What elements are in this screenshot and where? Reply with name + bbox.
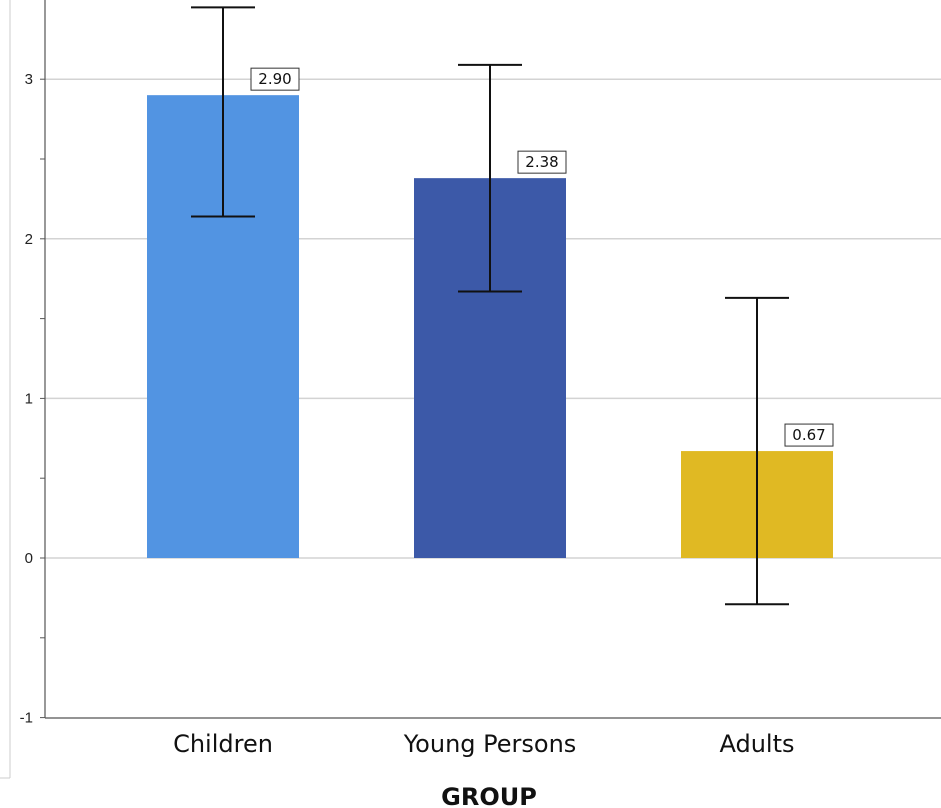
error-bars: [191, 6, 789, 606]
y-tick-label: 2: [25, 231, 33, 248]
data-label-box: [784, 423, 834, 447]
data-label-box: [517, 150, 567, 174]
data-label: 0.67: [792, 426, 825, 444]
x-axis-title: GROUP: [441, 783, 537, 808]
data-labels: 2.90 2.38 0.67: [250, 67, 834, 447]
data-label: 2.38: [525, 153, 558, 171]
data-label: 2.90: [258, 70, 291, 88]
y-axis-ticks: -1 0 1 2 3: [20, 71, 45, 727]
x-tick-label: Adults: [719, 730, 794, 758]
y-tick-label: 1: [25, 390, 33, 407]
data-label-box: [250, 67, 300, 91]
y-tick-label: -1: [20, 710, 33, 727]
x-tick-label: Children: [173, 730, 273, 758]
y-tick-label: 3: [25, 71, 33, 88]
y-tick-label: 0: [25, 550, 33, 567]
category-labels: Children Young Persons Adults: [173, 730, 794, 758]
x-tick-label: Young Persons: [403, 730, 577, 758]
